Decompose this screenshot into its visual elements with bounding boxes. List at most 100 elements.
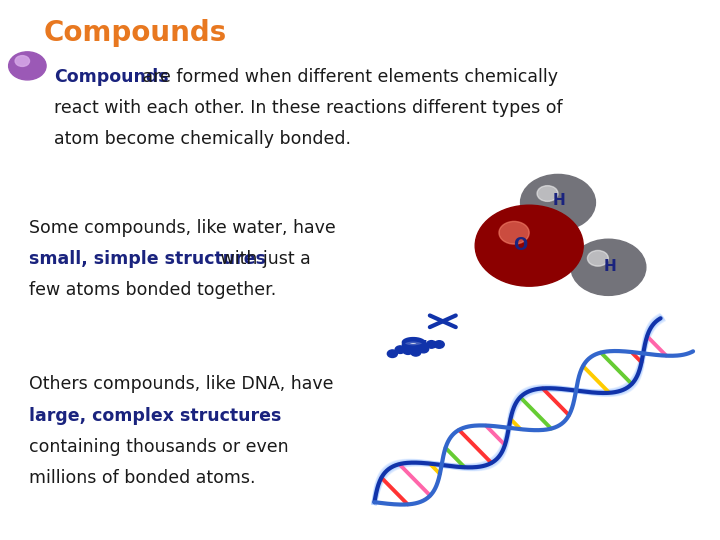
Circle shape [577,244,639,291]
Circle shape [595,257,622,278]
Circle shape [556,201,560,204]
Circle shape [529,181,587,224]
Circle shape [534,185,582,220]
Circle shape [543,191,573,214]
Text: react with each other. In these reactions different types of: react with each other. In these reaction… [54,99,562,117]
Circle shape [490,216,569,275]
Circle shape [541,190,575,215]
Circle shape [410,348,420,356]
Circle shape [395,346,405,354]
Circle shape [403,347,413,354]
Circle shape [546,193,570,212]
Circle shape [572,240,644,294]
Circle shape [485,212,575,280]
Circle shape [517,237,542,255]
Circle shape [598,260,618,275]
Circle shape [541,190,575,215]
Text: with just a: with just a [215,250,310,268]
Text: Some compounds, like water, have: Some compounds, like water, have [29,219,336,237]
Circle shape [580,246,637,289]
Text: Compounds: Compounds [54,68,168,85]
Circle shape [552,198,564,207]
Circle shape [607,266,610,268]
Circle shape [486,213,572,278]
Circle shape [538,187,578,218]
Circle shape [524,241,534,249]
Circle shape [488,214,571,276]
Circle shape [544,192,572,213]
Circle shape [434,341,444,348]
Circle shape [588,252,629,282]
Circle shape [500,224,558,267]
Circle shape [537,187,579,218]
Circle shape [602,262,615,272]
Circle shape [592,255,625,280]
Circle shape [537,186,558,201]
Circle shape [510,231,549,261]
Circle shape [15,56,30,66]
Circle shape [515,235,544,256]
Circle shape [578,245,639,290]
Circle shape [532,183,584,222]
Circle shape [575,242,642,293]
Circle shape [527,179,589,226]
Circle shape [518,238,540,254]
Text: are formed when different elements chemically: are formed when different elements chemi… [137,68,558,85]
Circle shape [506,228,553,263]
Text: Others compounds, like DNA, have: Others compounds, like DNA, have [29,375,333,393]
Circle shape [511,232,547,259]
Circle shape [528,244,531,247]
Circle shape [585,249,632,285]
Text: atom become chemically bonded.: atom become chemically bonded. [54,130,351,148]
Circle shape [539,188,577,217]
Circle shape [528,180,588,225]
Text: few atoms bonded together.: few atoms bonded together. [29,281,276,299]
Circle shape [526,178,590,227]
Circle shape [477,206,582,285]
Circle shape [576,243,641,292]
Circle shape [553,199,563,206]
Circle shape [586,251,631,284]
Text: containing thousands or even: containing thousands or even [29,438,289,456]
Circle shape [522,176,594,230]
Circle shape [600,261,617,274]
Circle shape [571,239,646,295]
Circle shape [581,247,636,288]
Text: H: H [603,259,616,274]
Circle shape [522,240,536,251]
Circle shape [492,217,567,274]
Circle shape [583,248,634,286]
Circle shape [588,252,629,283]
Circle shape [590,253,627,281]
Circle shape [524,177,592,228]
Text: H: H [553,193,566,208]
Circle shape [498,222,560,268]
Circle shape [387,350,397,357]
Circle shape [588,251,608,266]
Circle shape [503,226,557,266]
Text: millions of bonded atoms.: millions of bonded atoms. [29,469,256,487]
Circle shape [481,209,578,282]
Circle shape [593,256,624,279]
Circle shape [603,264,613,271]
Circle shape [596,258,621,276]
Circle shape [497,221,562,270]
Circle shape [508,230,551,262]
Circle shape [533,184,583,221]
Circle shape [482,211,576,281]
Circle shape [9,52,46,80]
Text: O: O [513,235,528,254]
Circle shape [504,227,554,265]
Circle shape [548,195,568,210]
Circle shape [601,262,616,273]
Circle shape [475,205,583,286]
Circle shape [479,208,580,284]
Circle shape [551,197,565,208]
Circle shape [523,176,593,229]
Circle shape [526,243,533,248]
Circle shape [597,259,620,276]
Circle shape [573,241,644,294]
Circle shape [557,201,559,204]
Circle shape [495,220,564,271]
Text: large, complex structures: large, complex structures [29,407,282,424]
